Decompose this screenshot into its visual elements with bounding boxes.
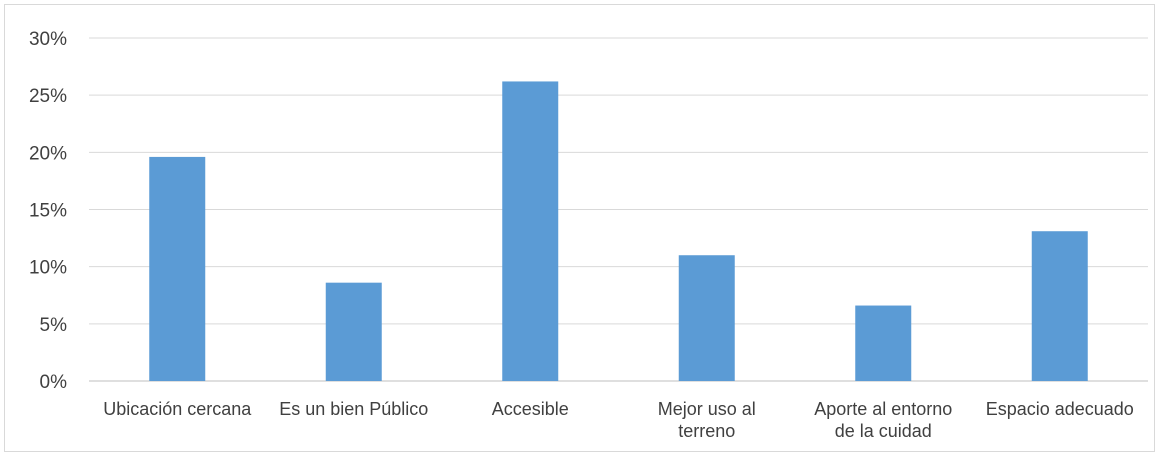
gridlines bbox=[89, 37, 1148, 382]
bar bbox=[149, 156, 206, 381]
bar bbox=[855, 305, 912, 381]
x-tick-label: Aporte al entorno de la cuidad bbox=[814, 399, 952, 441]
bars bbox=[149, 81, 1088, 382]
y-tick-label: 30% bbox=[29, 29, 67, 50]
y-tick-label: 0% bbox=[40, 372, 68, 393]
bar bbox=[678, 255, 735, 381]
x-tick-label: Ubicación cercana bbox=[103, 399, 252, 419]
y-tick-label: 15% bbox=[29, 201, 67, 222]
bar bbox=[325, 282, 382, 381]
y-tick-label: 25% bbox=[29, 86, 67, 107]
y-tick-label: 5% bbox=[40, 315, 68, 336]
x-tick-label: Es un bien Público bbox=[279, 399, 428, 419]
x-tick-label: Mejor uso al terreno bbox=[658, 399, 756, 441]
y-tick-label: 10% bbox=[29, 258, 67, 279]
bar bbox=[1031, 231, 1088, 381]
bar-chart: 0% 5% 10% 15% 20% 25% 30% Ubicación cercana Es … bbox=[29, 29, 1148, 441]
x-tick-label: Espacio adecuado bbox=[986, 399, 1134, 419]
y-axis-ticks: 0% 5% 10% 15% 20% 25% 30% bbox=[29, 29, 67, 393]
x-axis-ticks: Ubicación cercana Es un bien Público Acces… bbox=[103, 399, 1134, 441]
bar bbox=[502, 81, 559, 382]
x-tick-label: Accesible bbox=[492, 399, 569, 419]
chart-frame: 0% 5% 10% 15% 20% 25% 30% Ubicación cercana Es … bbox=[4, 4, 1155, 452]
y-tick-label: 20% bbox=[29, 143, 67, 164]
